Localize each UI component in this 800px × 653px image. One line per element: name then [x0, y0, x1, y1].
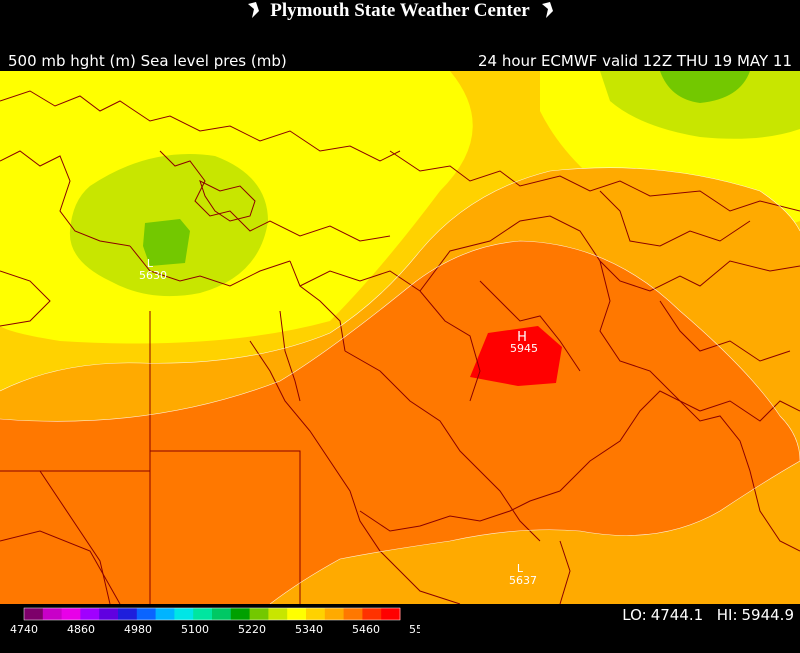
legend-swatch [193, 608, 213, 620]
band-5580-northeast [660, 71, 750, 103]
legend-swatch [362, 608, 382, 620]
low-marker-west: L [147, 257, 154, 270]
legend-swatch [118, 608, 138, 620]
legend-swatch [80, 608, 100, 620]
header-bar: Plymouth State Weather Center [0, 0, 800, 24]
legend-swatch [42, 608, 63, 620]
map-canvas: L 5630 H 5945 L 5637 [0, 71, 800, 605]
valid-time-caption: 24 hour ECMWF valid 12Z THU 19 MAY 11 [477, 52, 792, 70]
legend-swatch [212, 608, 232, 620]
stats-readout: LO: 4744.1 HI: 5944.9 [618, 605, 794, 625]
legend-swatch [61, 608, 81, 620]
legend-swatch [99, 608, 119, 620]
legend-swatch [155, 608, 175, 620]
color-legend: 4740486049805100522053405460558057005820… [10, 607, 420, 636]
legend-frame [23, 607, 401, 621]
flag-left-icon [248, 2, 260, 18]
legend-swatch [343, 608, 363, 620]
band-5640-northeast [600, 71, 800, 139]
legend-tick-label: 5340 [295, 623, 323, 636]
legend-swatch [381, 608, 401, 620]
height-contours [0, 167, 800, 605]
legend-tick-label: 4980 [124, 623, 152, 636]
legend-tick-label: 5580 [409, 623, 420, 636]
site-title-row: Plymouth State Weather Center [0, 0, 800, 22]
legend-tick-label: 5460 [352, 623, 380, 636]
legend-tick-label: 4860 [67, 623, 95, 636]
subheader: 500 mb hght (m) Sea level pres (mb) 24 h… [0, 52, 800, 72]
field-caption: 500 mb hght (m) Sea level pres (mb) [8, 52, 287, 70]
legend-swatch [249, 608, 269, 620]
legend-swatch [136, 608, 157, 620]
low-marker-south: L [517, 562, 524, 575]
footer: 4740486049805100522053405460558057005820… [0, 604, 800, 653]
low-value-west: 5630 [139, 269, 167, 282]
band-5940 [470, 326, 562, 386]
legend-swatch [174, 608, 194, 620]
high-value: 5945 [510, 342, 538, 355]
legend-swatch [24, 608, 44, 620]
country-borders [0, 90, 800, 605]
band-5580-west [143, 219, 190, 266]
legend-tick-label: 4740 [10, 623, 38, 636]
hi-label: HI: [716, 606, 738, 624]
legend-swatch [268, 608, 288, 620]
legend-swatch [324, 608, 345, 620]
lo-label: LO: [622, 606, 647, 624]
legend-swatch [230, 608, 251, 620]
legend-swatches [23, 607, 401, 621]
legend-tick-label: 5220 [238, 623, 266, 636]
site-title: Plymouth State Weather Center [270, 0, 530, 21]
legend-swatch [306, 608, 326, 620]
lo-value: 4744.1 [650, 606, 704, 624]
low-value-south: 5637 [509, 574, 537, 587]
legend-tick-labels: 4740486049805100522053405460558057005820… [10, 623, 420, 636]
legend-tick-label: 5100 [181, 623, 209, 636]
extreme-labels: L 5630 H 5945 L 5637 [139, 257, 538, 587]
weather-map: L 5630 H 5945 L 5637 [0, 71, 800, 605]
high-marker: H [517, 330, 527, 345]
hi-value: 5944.9 [741, 606, 795, 624]
legend-swatch [287, 608, 307, 620]
flag-right-icon [541, 2, 553, 18]
